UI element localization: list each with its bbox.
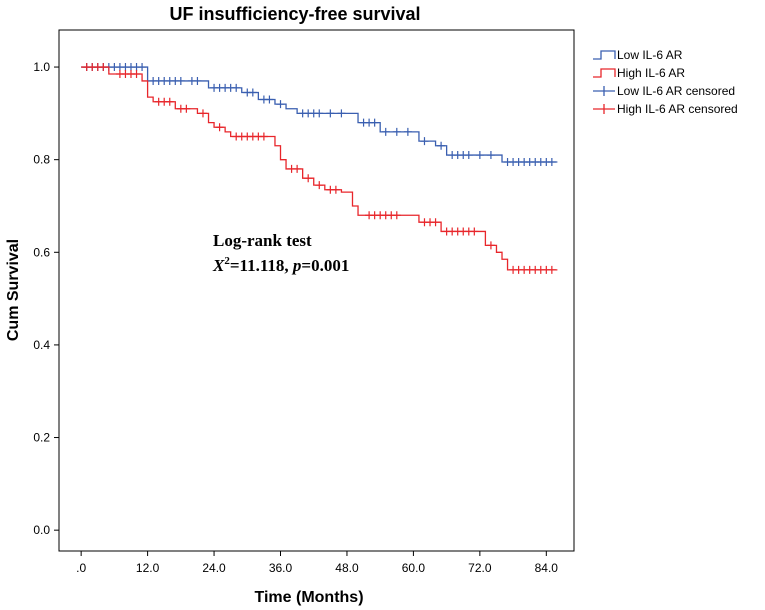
annotation-stat: X2=11.118, p=0.001 bbox=[212, 255, 349, 275]
y-tick-label: 0.8 bbox=[33, 153, 50, 167]
x-tick-label: .0 bbox=[76, 561, 86, 575]
low-il-6-ar-censor-mark bbox=[381, 127, 390, 136]
low-il-6-ar-censor-mark bbox=[370, 118, 379, 127]
annotation-stat-value: =11.118, bbox=[230, 256, 293, 275]
high-il-6-ar-censor-mark bbox=[315, 181, 324, 190]
low-il-6-ar-censor-mark bbox=[265, 95, 274, 104]
x-tick-label: 24.0 bbox=[202, 561, 226, 575]
y-tick-label: 0.6 bbox=[33, 245, 50, 259]
low-il-6-ar-censor-mark bbox=[276, 100, 285, 109]
low-il-6-ar-censor-mark bbox=[392, 127, 401, 136]
high-il-6-ar-censor-mark bbox=[132, 69, 141, 78]
legend-label-low-il-6-ar: Low IL-6 AR bbox=[617, 48, 683, 62]
low-il-6-ar-censor-mark bbox=[248, 88, 257, 97]
annotation-stat-sup: 2 bbox=[224, 255, 230, 267]
x-tick-label: 60.0 bbox=[402, 561, 426, 575]
legend-label-low-il-6-ar-censored: Low IL-6 AR censored bbox=[617, 84, 735, 98]
y-tick-label: 0.0 bbox=[33, 523, 50, 537]
low-il-6-ar-censor-mark bbox=[437, 141, 446, 150]
legend: Low IL-6 AR High IL-6 AR Low IL-6 AR censo… bbox=[593, 48, 738, 116]
y-tick-label: 1.0 bbox=[33, 60, 50, 74]
high-il-6-ar-censor-mark bbox=[215, 123, 224, 132]
x-tick-label: 72.0 bbox=[468, 561, 492, 575]
y-tick-label: 0.4 bbox=[33, 338, 50, 352]
high-il-6-ar-censor-mark bbox=[304, 174, 313, 183]
low-il-6-ar-censor-mark bbox=[176, 76, 185, 85]
low-il-6-ar-censor-mark bbox=[547, 157, 556, 166]
high-il-6-ar-censor-mark bbox=[198, 109, 207, 118]
low-il-6-ar-censor-mark bbox=[138, 63, 147, 72]
annotation: Log-rank test X2=11.118, p=0.001 bbox=[212, 231, 349, 275]
legend-swatch-low-il-6-ar bbox=[593, 50, 616, 60]
low-il-6-ar-censor-mark bbox=[193, 76, 202, 85]
x-tick-label: 12.0 bbox=[136, 561, 160, 575]
x-tick-label: 48.0 bbox=[335, 561, 359, 575]
annotation-p-symbol: p bbox=[291, 256, 302, 275]
axes: .0 12.0 24.0 36.0 48.0 60.0 72.0 84.0 0.0 0.2 0.4 0… bbox=[33, 60, 558, 575]
legend-label-high-il-6-ar-censored: High IL-6 AR censored bbox=[617, 102, 738, 116]
low-il-6-ar-censor-mark bbox=[337, 109, 346, 118]
low-il-6-ar-censor-mark bbox=[486, 151, 495, 160]
x-tick-label: 36.0 bbox=[269, 561, 293, 575]
high-il-6-ar-censor-mark bbox=[331, 185, 340, 194]
high-il-6-ar-censor-mark bbox=[547, 265, 556, 274]
series-layer bbox=[81, 63, 558, 274]
legend-swatch-low-il-6-ar-censored bbox=[593, 86, 615, 96]
x-tick-label: 84.0 bbox=[535, 561, 559, 575]
y-tick-label: 0.2 bbox=[33, 431, 50, 445]
high-il-6-ar-censor-mark bbox=[182, 104, 191, 113]
low-il-6-ar-censor-mark bbox=[475, 151, 484, 160]
low-il-6-ar-censor-mark bbox=[403, 127, 412, 136]
high-il-6-ar-curve bbox=[81, 66, 558, 271]
chart-title: UF insufficiency-free survival bbox=[169, 4, 420, 24]
annotation-line1: Log-rank test bbox=[213, 231, 312, 250]
annotation-p-value: =0.001 bbox=[301, 256, 349, 275]
low-il-6-ar-censor-mark bbox=[232, 83, 241, 92]
legend-swatch-high-il-6-ar-censored bbox=[593, 104, 615, 114]
high-il-6-ar-censor-mark bbox=[431, 218, 440, 227]
x-axis-label: Time (Months) bbox=[254, 589, 363, 606]
low-il-6-ar-censor-mark bbox=[464, 151, 473, 160]
high-il-6-ar-censor-mark bbox=[293, 164, 302, 173]
legend-swatch-high-il-6-ar bbox=[593, 68, 616, 78]
high-il-6-ar-censor-mark bbox=[470, 227, 479, 236]
low-il-6-ar-censor-mark bbox=[326, 109, 335, 118]
y-axis-label: Cum Survival bbox=[5, 239, 22, 341]
annotation-stat-symbol: X bbox=[212, 256, 225, 275]
high-il-6-ar-censor-mark bbox=[392, 211, 401, 220]
high-il-6-ar-censor-mark bbox=[99, 63, 108, 72]
high-il-6-ar-censor-mark bbox=[486, 241, 495, 250]
low-il-6-ar-censor-mark bbox=[315, 109, 324, 118]
low-il-6-ar-censor-mark bbox=[420, 137, 429, 146]
high-il-6-ar-censor-mark bbox=[165, 97, 174, 106]
plot-frame bbox=[58, 29, 575, 552]
legend-label-high-il-6-ar: High IL-6 AR bbox=[617, 66, 685, 80]
high-il-6-ar-censor-mark bbox=[259, 132, 268, 141]
